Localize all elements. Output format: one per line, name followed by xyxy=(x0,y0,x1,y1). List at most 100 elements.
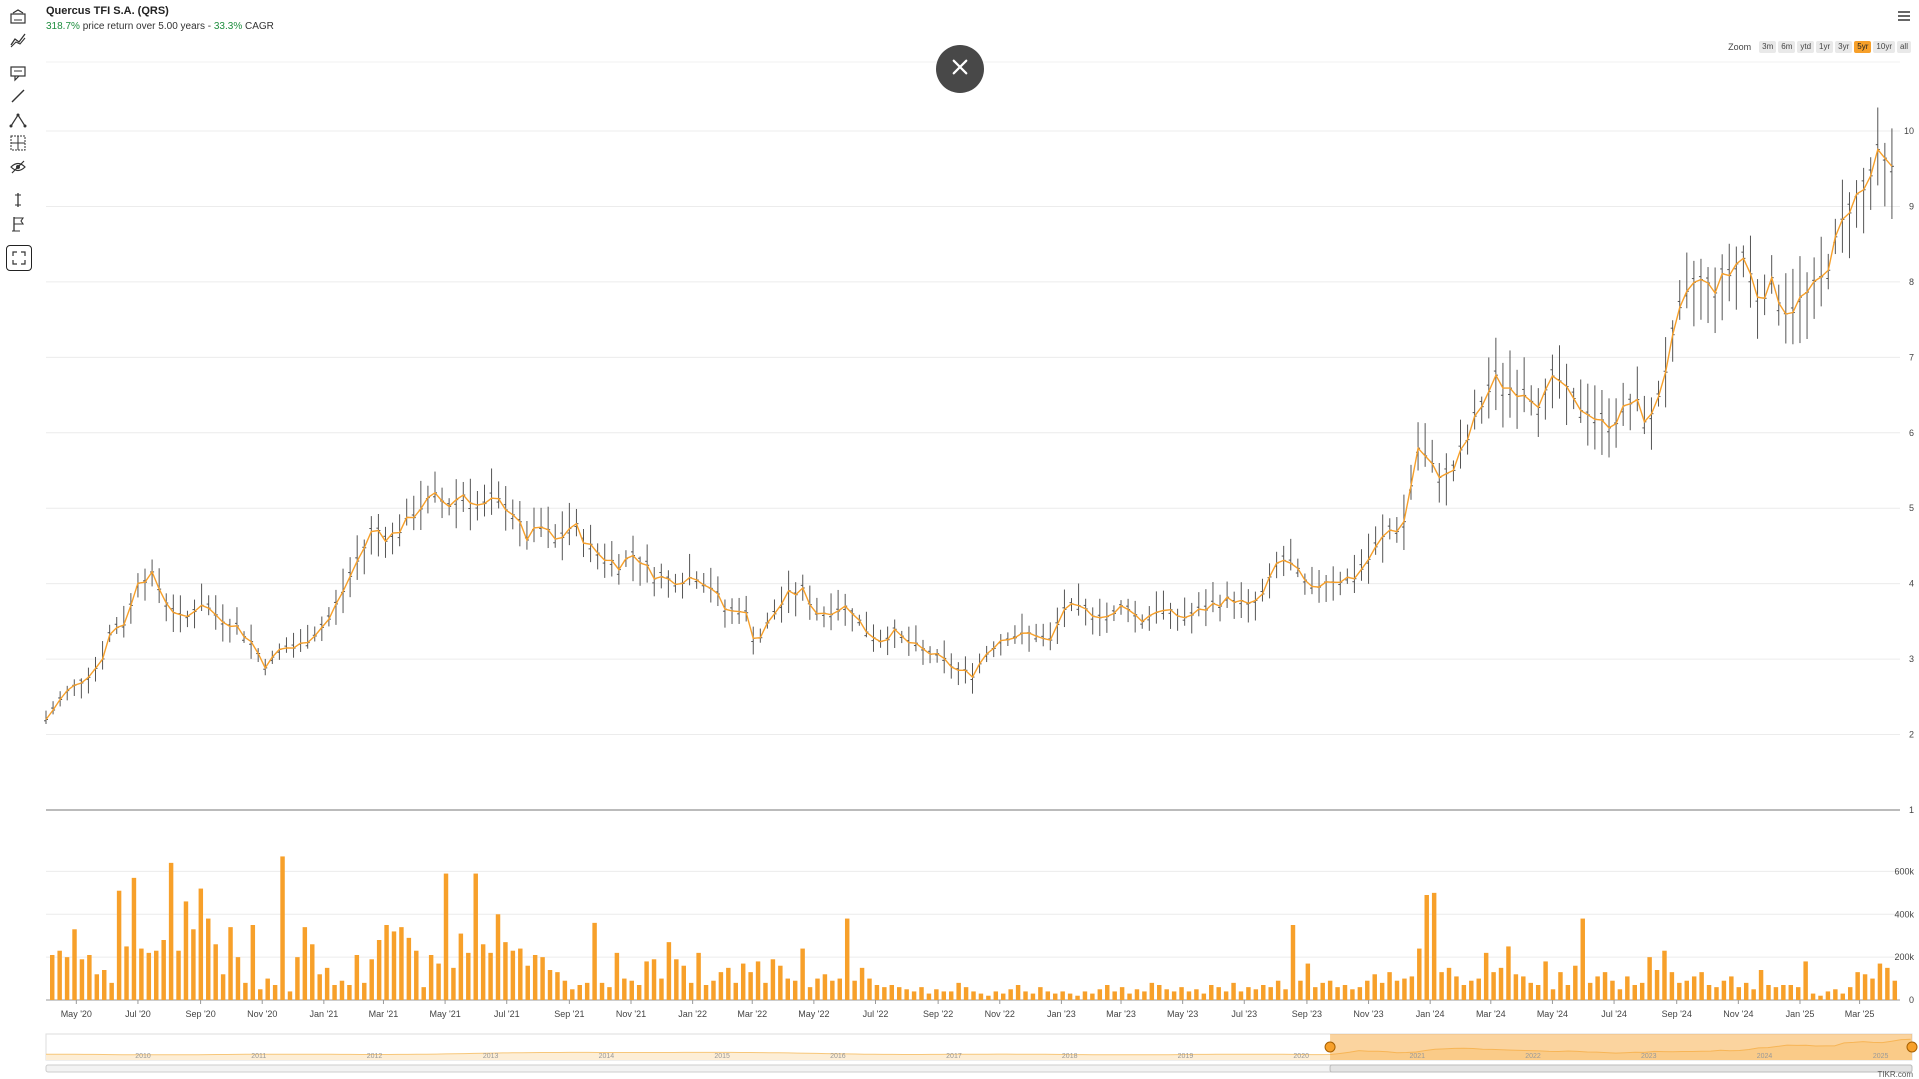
volume-bar xyxy=(1090,993,1095,1000)
x-tick-label: Jan '22 xyxy=(678,1009,707,1019)
volume-bar xyxy=(1179,987,1184,1000)
ohlc-bar xyxy=(185,610,190,628)
volume-bar xyxy=(1602,972,1608,1000)
zoom-button-10yr[interactable]: 10yr xyxy=(1873,41,1895,53)
x-tick-label: Sep '23 xyxy=(1292,1009,1322,1019)
ohlc-bar xyxy=(1734,246,1739,310)
volume-bar xyxy=(592,922,597,1000)
indicators-icon[interactable] xyxy=(7,7,29,27)
x-tick-label: Sep '24 xyxy=(1662,1009,1692,1019)
ohlc-bar xyxy=(1642,395,1647,435)
volume-bar xyxy=(1788,985,1794,1000)
line-icon[interactable] xyxy=(7,86,29,106)
volume-bar xyxy=(1803,961,1808,1000)
x-tick-label: Jan '25 xyxy=(1786,1009,1815,1019)
volume-bar xyxy=(1394,980,1400,1000)
volume-bar xyxy=(1855,972,1860,1000)
ohlc-bar xyxy=(1076,583,1081,616)
volume-bar xyxy=(72,929,77,1000)
volume-bar xyxy=(228,927,233,1000)
volume-bar xyxy=(844,918,850,1000)
volume-bar xyxy=(1305,963,1311,1000)
volume-bar xyxy=(778,965,783,1000)
zoom-button-ytd[interactable]: ytd xyxy=(1797,41,1815,53)
hamburger-menu-icon[interactable] xyxy=(1897,9,1911,23)
x-tick-label: Mar '24 xyxy=(1476,1009,1506,1019)
volume-bar xyxy=(250,925,256,1000)
volume-bar xyxy=(436,963,441,1000)
ohlc-bar xyxy=(970,663,975,694)
ohlc-bar xyxy=(1309,566,1314,595)
vertical-line-icon[interactable] xyxy=(7,190,29,210)
volume-bar xyxy=(324,967,330,1000)
ohlc-bar xyxy=(1536,388,1541,437)
ohlc-bar xyxy=(1210,582,1215,613)
volume-bar xyxy=(339,980,345,1000)
navigator[interactable]: 2010 2011 2012 2013 2014 2015 2016 2017 2018 2019… xyxy=(45,1033,1918,1073)
volume-bar xyxy=(1439,972,1444,1000)
ohlc-bar xyxy=(454,479,459,529)
volume-bar xyxy=(1639,982,1645,1000)
close-button[interactable] xyxy=(936,45,984,93)
navigator-scrollbar-thumb[interactable] xyxy=(1329,1064,1913,1073)
ohlc-bar xyxy=(574,508,579,537)
zoom-button-3m[interactable]: 3m xyxy=(1759,41,1777,53)
volume-bar xyxy=(131,877,137,1000)
ohlc-bar xyxy=(913,625,918,652)
navigator-right-handle[interactable] xyxy=(1906,1041,1918,1053)
volume-bar xyxy=(473,873,478,1000)
zoom-button-5yr[interactable]: 5yr xyxy=(1854,41,1872,53)
volume-bar xyxy=(636,985,642,1000)
ohlc-bar xyxy=(1147,606,1152,631)
volume-bar xyxy=(1142,991,1147,1000)
cagr-percentage: 33.3% xyxy=(213,21,243,32)
zoom-button-3yr[interactable]: 3yr xyxy=(1835,41,1853,53)
volume-bar xyxy=(993,991,999,1000)
ohlc-bar xyxy=(1691,260,1696,327)
zoom-button-6m[interactable]: 6m xyxy=(1778,41,1796,53)
visibility-icon[interactable] xyxy=(7,157,29,177)
comparison-icon[interactable] xyxy=(7,30,29,50)
volume-bar xyxy=(1491,972,1496,1000)
volume-bar xyxy=(1402,978,1407,1000)
ohlc-bar xyxy=(1550,354,1555,409)
volume-bar xyxy=(822,974,828,1000)
volume-bar xyxy=(1758,970,1764,1000)
volume-bar xyxy=(1535,985,1541,1000)
navigator-year-label: 2019 xyxy=(1178,1053,1194,1060)
navigator-left-handle[interactable] xyxy=(1324,1041,1336,1053)
volume-bar xyxy=(1209,985,1214,1000)
volume-bar xyxy=(79,959,85,1000)
volume-bar xyxy=(317,974,322,1000)
volume-bar xyxy=(1625,976,1630,1000)
volume-y-tick-label: 200k xyxy=(1894,952,1914,962)
navigator-selection[interactable] xyxy=(1330,1034,1912,1060)
ohlc-bar xyxy=(1819,236,1824,307)
volume-bar xyxy=(919,987,924,1000)
zoom-button-1yr[interactable]: 1yr xyxy=(1816,41,1834,53)
fibonacci-icon[interactable] xyxy=(7,110,29,130)
ohlc-bar xyxy=(1345,568,1350,584)
volume-bar xyxy=(1201,993,1207,1000)
annotation-icon[interactable] xyxy=(7,63,29,83)
ohlc-bar xyxy=(376,513,381,557)
volume-bar xyxy=(310,944,315,1000)
ohlc-bar xyxy=(114,616,119,634)
ohlc-bar xyxy=(192,599,197,629)
volume-bar xyxy=(1164,989,1169,1000)
volume-bar xyxy=(599,982,605,1000)
volume-bar xyxy=(1015,985,1021,1000)
ohlc-bar xyxy=(546,506,551,549)
ohlc-bar xyxy=(1755,279,1760,339)
ohlc-bar xyxy=(1621,382,1626,426)
ohlc-bar xyxy=(1359,549,1364,581)
ohlc-bar xyxy=(1232,591,1237,619)
fullscreen-icon[interactable] xyxy=(6,245,32,271)
zoom-button-all[interactable]: all xyxy=(1896,41,1911,53)
volume-bar xyxy=(570,989,575,1000)
volume-bar xyxy=(1053,993,1058,1000)
ohlc-bar xyxy=(1175,608,1180,631)
flag-icon[interactable] xyxy=(7,214,29,234)
ohlc-bar xyxy=(652,567,657,597)
measure-icon[interactable] xyxy=(7,133,29,153)
